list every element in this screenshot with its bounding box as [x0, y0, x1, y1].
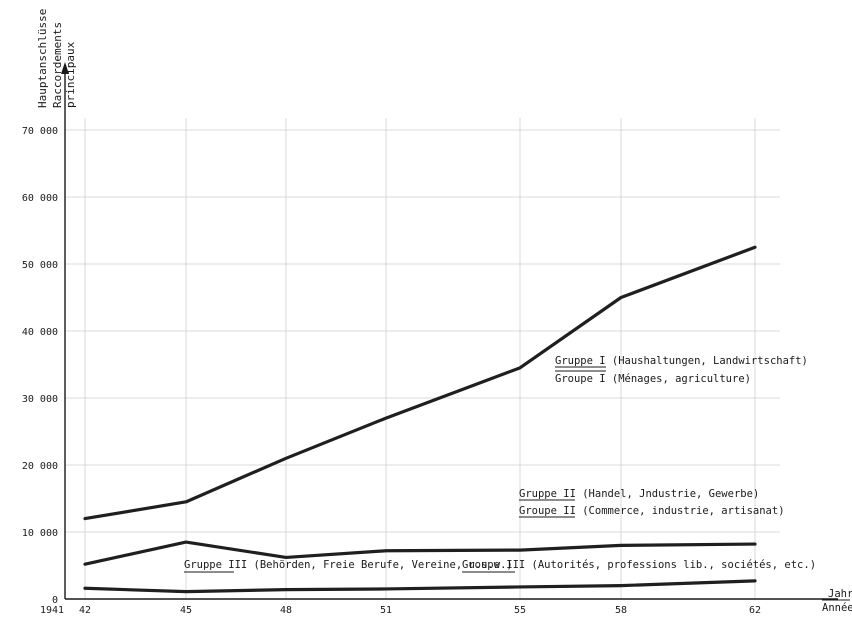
series-label-group-3: Gruppe III (Behörden, Freie Berufe, Vere…	[184, 559, 816, 573]
x-axis-title-fr: Année	[822, 602, 852, 614]
y-tick-label: 40 000	[22, 327, 58, 338]
series-label-group-2: Gruppe II (Handel, Jndustrie, Gewerbe) G…	[519, 488, 785, 518]
y-tick-labels: 0 10 000 20 000 30 000 40 000 50 000 60 000 70 …	[22, 126, 58, 606]
x-tick-label: 42	[79, 605, 91, 616]
axis-layer	[61, 62, 838, 600]
series-lines	[83, 245, 757, 594]
series-line-3	[83, 579, 757, 594]
series-1-label-fr: Groupe I (Ménages, agriculture)	[555, 373, 751, 385]
series-3-label-fr: Groupe III (Autorités, professions lib.,…	[462, 559, 816, 571]
x-axis-title-de: Jahr	[828, 588, 852, 600]
y-axis-title-line-3: principaux	[64, 41, 77, 108]
series-line-2	[83, 540, 757, 566]
y-tick-label: 0	[52, 595, 58, 606]
series-1-label-de: Gruppe I (Haushaltungen, Landwirtschaft)	[555, 355, 808, 367]
x-tick-label: 51	[380, 605, 392, 616]
x-tick-label: 55	[514, 605, 526, 616]
y-tick-label: 60 000	[22, 193, 58, 204]
x-tick-label: 45	[180, 605, 192, 616]
grid-layer	[65, 118, 780, 599]
y-axis-arrow	[61, 62, 69, 74]
y-tick-label: 20 000	[22, 461, 58, 472]
series-2-label-fr: Groupe II (Commerce, industrie, artisana…	[519, 505, 785, 517]
x-tick-label: 62	[749, 605, 761, 616]
series-label-group-1: Gruppe I (Haushaltungen, Landwirtschaft)…	[555, 355, 808, 385]
y-tick-label: 70 000	[22, 126, 58, 137]
y-tick-label: 30 000	[22, 394, 58, 405]
y-axis-title-line-1: Hauptanschlüsse	[36, 9, 49, 108]
x-tick-labels: 1941 42 45 48 51 55 58 62	[40, 605, 761, 616]
series-2-label-de: Gruppe II (Handel, Jndustrie, Gewerbe)	[519, 488, 759, 500]
series-line-1	[83, 245, 757, 521]
y-tick-label: 10 000	[22, 528, 58, 539]
y-tick-label: 50 000	[22, 260, 58, 271]
series-3-label-de: Gruppe III (Behörden, Freie Berufe, Vere…	[184, 559, 513, 571]
x-tick-label: 58	[615, 605, 627, 616]
y-axis-title-line-2: Raccordements	[51, 22, 64, 108]
x-tick-label: 1941	[40, 605, 64, 616]
x-tick-label: 48	[280, 605, 292, 616]
